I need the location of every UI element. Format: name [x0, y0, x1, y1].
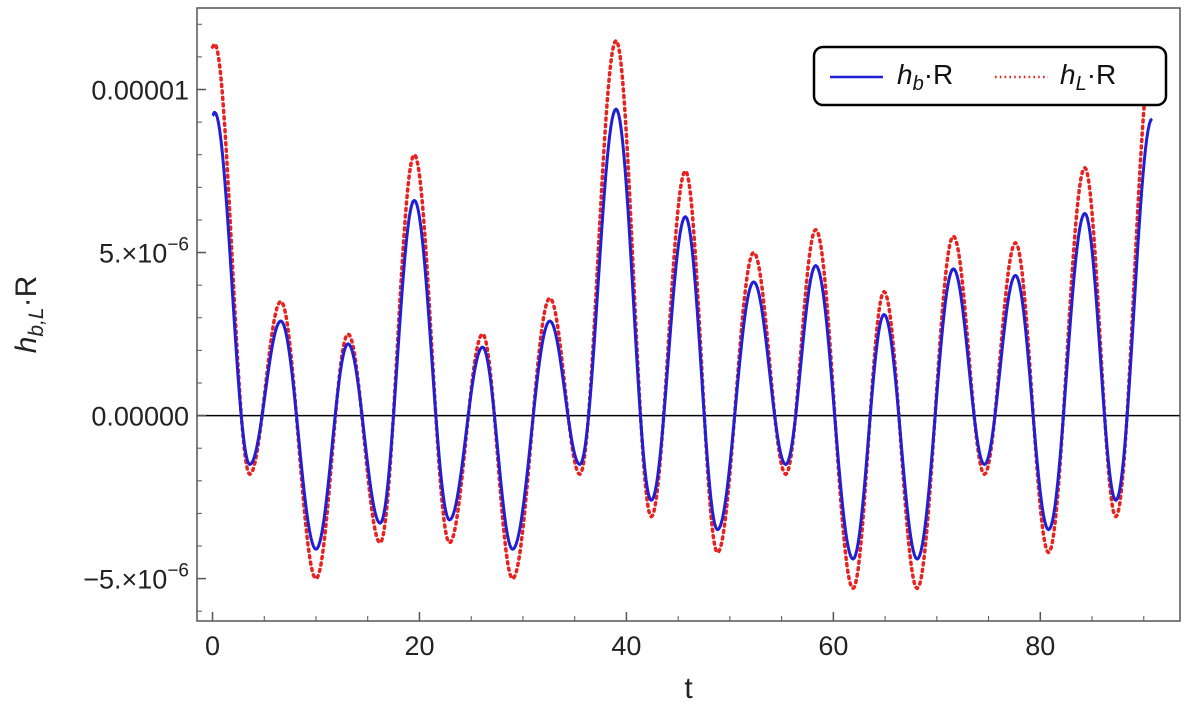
- y-tick-label: −5.×10−6: [83, 561, 189, 595]
- x-tick-label: 60: [818, 631, 848, 661]
- y-tick-label: 0.00000: [91, 402, 189, 432]
- legend: hb·R hL·R: [812, 45, 1168, 107]
- x-axis-title: t: [684, 672, 693, 705]
- x-tick-label: 0: [205, 631, 220, 661]
- y-tick-label: 0.00001: [91, 76, 189, 106]
- series-line-hl: [210, 38, 1154, 591]
- legend-label-hb: hb·R: [897, 59, 953, 95]
- legend-label-hl: hL·R: [1060, 59, 1116, 95]
- y-tick-label: 5.×10−6: [99, 235, 189, 269]
- legend-box: [812, 45, 1168, 107]
- x-tick-label: 20: [404, 631, 434, 661]
- plot-frame: [196, 7, 1181, 622]
- series-line-hb: [211, 107, 1154, 561]
- y-axis-title: hb,L·R: [10, 276, 48, 354]
- x-tick-label: 40: [611, 631, 641, 661]
- x-tick-label: 80: [1025, 631, 1055, 661]
